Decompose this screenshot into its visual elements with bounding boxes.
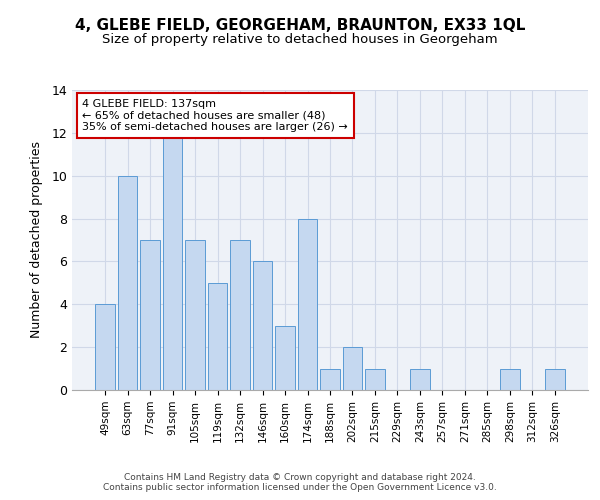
Bar [253, 262, 272, 390]
Bar [545, 368, 565, 390]
Bar [185, 240, 205, 390]
Bar [410, 368, 430, 390]
Text: Contains HM Land Registry data © Crown copyright and database right 2024.
Contai: Contains HM Land Registry data © Crown c… [103, 473, 497, 492]
Bar [163, 133, 182, 390]
Bar [320, 368, 340, 390]
Bar [230, 240, 250, 390]
Text: 4 GLEBE FIELD: 137sqm
← 65% of detached houses are smaller (48)
35% of semi-deta: 4 GLEBE FIELD: 137sqm ← 65% of detached … [82, 99, 348, 132]
Text: Size of property relative to detached houses in Georgeham: Size of property relative to detached ho… [102, 32, 498, 46]
Bar [500, 368, 520, 390]
Text: 4, GLEBE FIELD, GEORGEHAM, BRAUNTON, EX33 1QL: 4, GLEBE FIELD, GEORGEHAM, BRAUNTON, EX3… [75, 18, 525, 32]
Bar [95, 304, 115, 390]
Bar [343, 347, 362, 390]
Bar [275, 326, 295, 390]
Bar [140, 240, 160, 390]
Bar [118, 176, 137, 390]
Y-axis label: Number of detached properties: Number of detached properties [30, 142, 43, 338]
Bar [298, 218, 317, 390]
Bar [208, 283, 227, 390]
Bar [365, 368, 385, 390]
